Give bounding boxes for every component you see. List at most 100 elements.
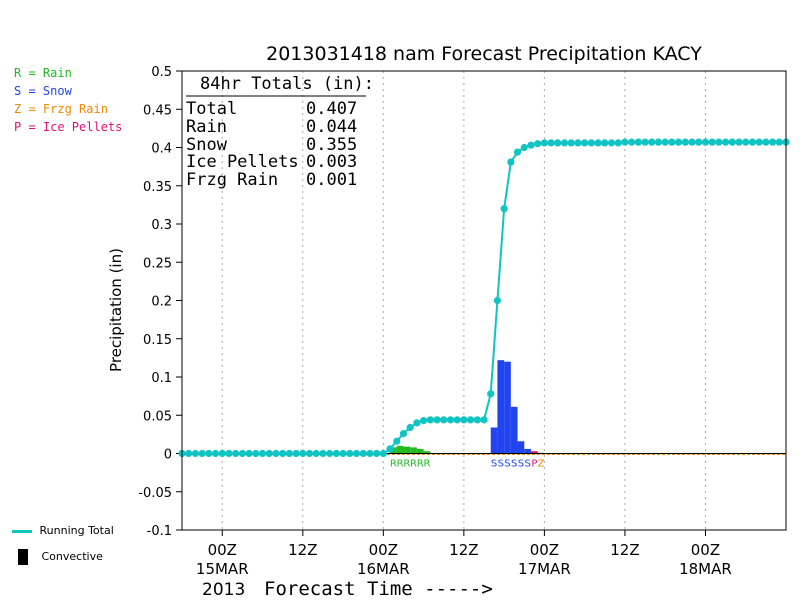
grid-lines — [182, 71, 786, 530]
totals-label-frzg-rain: Frzg Rain — [186, 170, 278, 190]
y-tick-label: 0.4 — [151, 142, 172, 157]
totals-label-snow: Snow — [186, 135, 228, 155]
y-axis-ticks: -0.1 -0.05 0 0.05 0.1 0.15 0.2 0.25 0.3 0.35 0.4 0.… — [138, 65, 182, 539]
y-tick-label: 0.05 — [143, 409, 172, 424]
totals-heading: 84hr Totals (in): — [200, 74, 374, 94]
running-total-point — [238, 449, 246, 458]
precip-type-letter: R — [417, 459, 424, 470]
running-total-point — [581, 139, 589, 147]
running-total-point — [513, 148, 522, 156]
running-total-point — [332, 449, 340, 458]
precip-type-letter: S — [504, 459, 510, 470]
running-total-point — [614, 139, 622, 147]
x-tick-label-time: 00Z — [530, 541, 559, 559]
running-total-point — [252, 449, 260, 458]
precip-bar-snow — [510, 406, 518, 454]
totals-label-ice-pellets: Ice Pellets — [186, 152, 299, 172]
running-total-point — [661, 138, 669, 146]
running-total-point — [547, 139, 555, 147]
running-total-point — [285, 449, 293, 458]
running-total-point — [218, 449, 226, 458]
running-total-point — [420, 417, 428, 425]
convective-swatch — [18, 549, 28, 565]
running-total-point — [258, 449, 267, 458]
precip-type-letter: R — [403, 459, 410, 470]
running-total-legend: Running Total — [12, 524, 114, 537]
x-tick-label-time: 00Z — [691, 541, 720, 559]
running-total-point — [359, 449, 367, 458]
running-total-point — [540, 139, 549, 147]
running-total-point — [722, 138, 730, 146]
running-total-point — [695, 138, 703, 146]
running-total-point — [466, 416, 475, 424]
y-axis-label: Precipitation (in) — [107, 248, 125, 372]
precip-type-letter: S — [498, 459, 504, 470]
precip-type-letter: S — [524, 459, 530, 470]
legend-snow: S = Snow — [14, 84, 72, 98]
running-total-point — [715, 138, 723, 146]
plot-frame — [181, 70, 787, 531]
precip-type-legend: R = Rain S = Snow Z = Frzg Rain P = Ice … — [14, 64, 122, 136]
running-total-point — [339, 449, 347, 458]
precip-bar-rain — [423, 451, 431, 454]
running-total-point — [567, 139, 575, 147]
y-tick-label: 0.45 — [143, 103, 172, 118]
running-total-point — [487, 390, 495, 398]
running-total-point — [272, 449, 280, 458]
running-total-point — [493, 296, 502, 305]
running-total-point — [621, 138, 629, 146]
totals-value-ice-pellets: 0.003 — [306, 152, 357, 172]
y-tick-label: -0.1 — [147, 524, 172, 539]
running-total-point — [225, 449, 233, 458]
precip-type-letter: S — [491, 459, 497, 470]
totals-value-frzg-rain: 0.001 — [306, 170, 357, 190]
running-total-point — [755, 138, 763, 146]
precip-bars — [390, 360, 545, 454]
x-tick-label-date: 18MAR — [679, 560, 732, 578]
y-tick-label: 0.5 — [151, 65, 172, 80]
running-total-point — [292, 449, 300, 458]
precip-bar-snow — [504, 361, 511, 454]
y-tick-label: -0.05 — [138, 486, 172, 501]
running-total-point — [708, 138, 716, 146]
precip-type-letter: R — [390, 459, 397, 470]
running-total-point — [433, 416, 441, 424]
running-total-point — [500, 205, 508, 213]
running-total-point — [299, 449, 307, 458]
x-axis-label: Forecast Time -----> — [264, 578, 493, 600]
year-label: 2013 — [202, 580, 245, 600]
running-total-point — [312, 449, 320, 458]
precip-bar-ice_pellets — [530, 451, 538, 454]
legend-rain: R = Rain — [14, 66, 72, 80]
y-tick-label: 0.3 — [151, 218, 172, 233]
precip-bar-rain — [410, 447, 417, 454]
running-total-point — [668, 138, 676, 146]
running-total-point — [574, 139, 582, 147]
running-total-point — [460, 416, 468, 424]
running-total-point — [641, 138, 649, 146]
running-total-point — [211, 449, 220, 458]
convective-legend-label: Convective — [41, 550, 103, 563]
y-tick-label: 0 — [164, 448, 172, 463]
precip-type-letter: S — [518, 459, 524, 470]
running-total-point — [205, 449, 213, 458]
running-total-legend-label: Running Total — [39, 524, 114, 537]
precip-type-letter: P — [531, 459, 537, 470]
totals-value-rain: 0.044 — [306, 117, 357, 137]
running-total-point — [352, 449, 361, 458]
precip-bar-snow — [517, 441, 525, 454]
running-total-point — [648, 138, 656, 146]
running-total-point — [406, 423, 414, 432]
running-total-point — [265, 449, 273, 458]
running-total-point — [634, 138, 642, 146]
y-tick-label: 0.15 — [143, 333, 172, 348]
running-total-point — [594, 139, 602, 147]
running-total-point — [520, 143, 528, 152]
running-total-point — [701, 138, 710, 146]
x-tick-label-time: 00Z — [208, 541, 237, 559]
running-total-point — [688, 138, 696, 146]
running-total-point — [379, 449, 387, 458]
running-total-point — [768, 138, 777, 146]
totals-box: 84hr Totals (in): Total 0.407 Rain 0.044… — [186, 74, 374, 190]
